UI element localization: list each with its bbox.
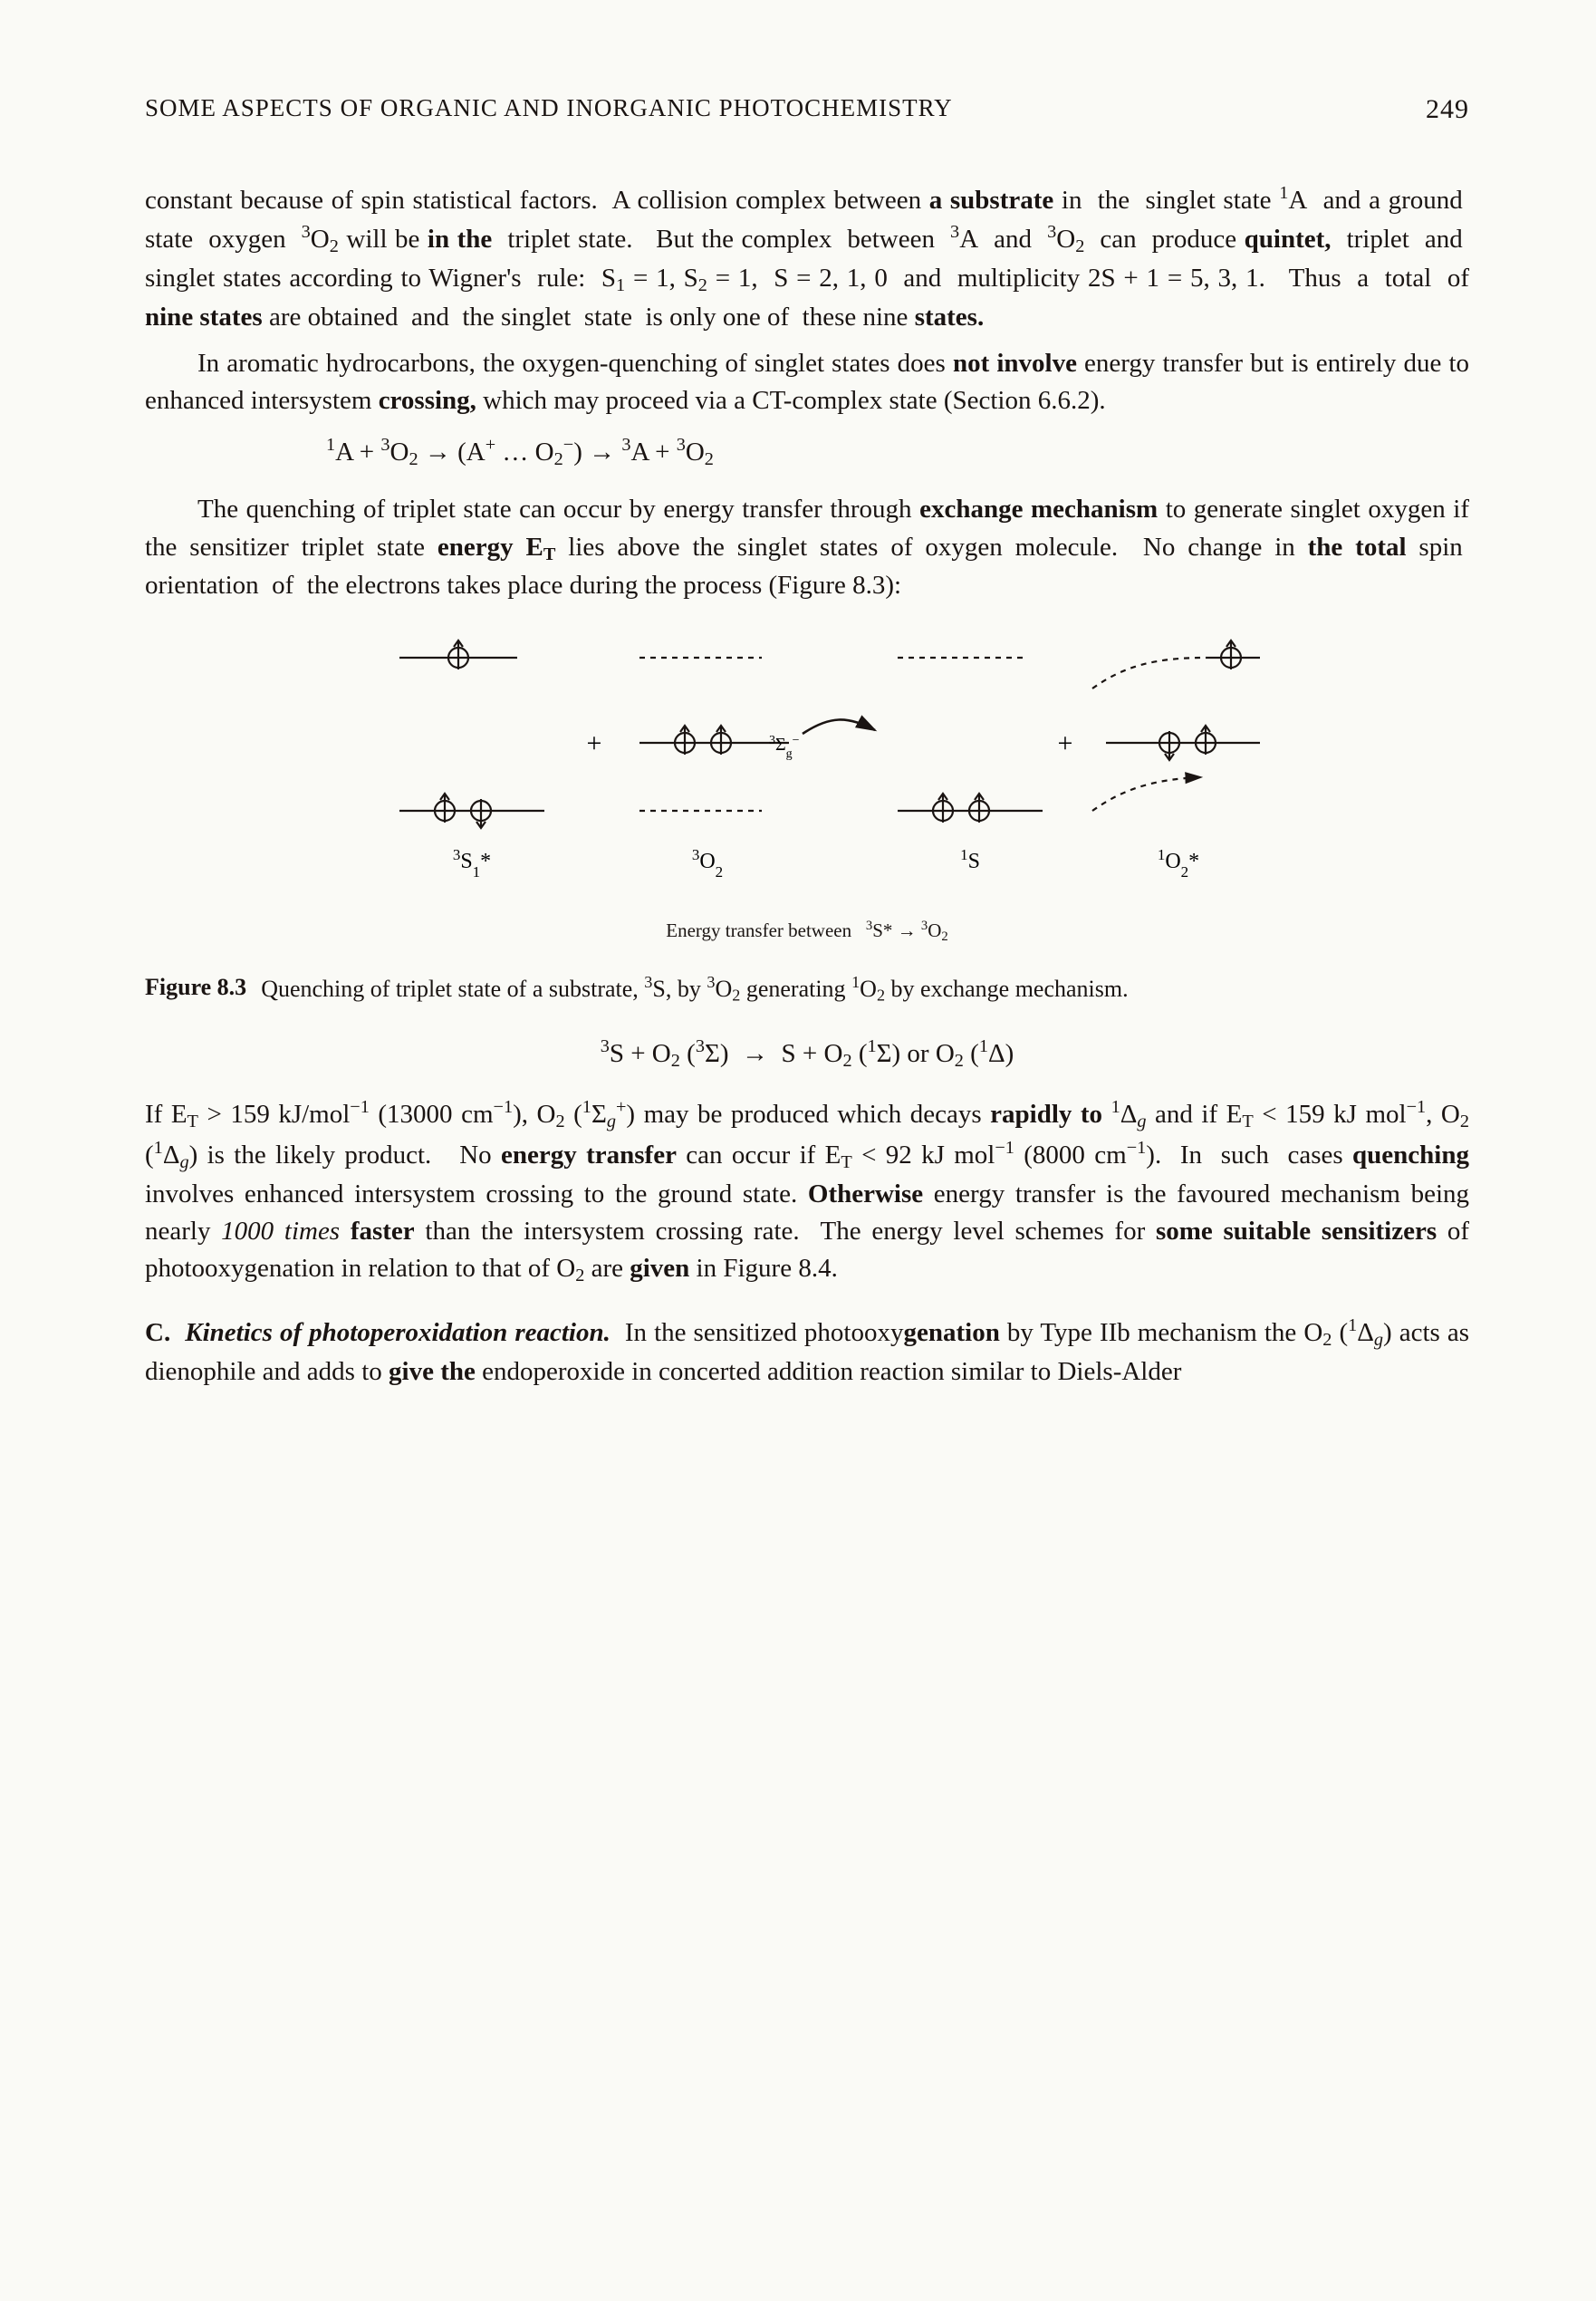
svg-text:+: +: [587, 728, 602, 758]
figure-label: Figure 8.3: [145, 971, 261, 1007]
svg-text:3O2: 3O2: [692, 845, 723, 880]
section-C-title: Kinetics of photoperoxidation reaction.: [185, 1318, 611, 1347]
section-C: C. Kinetics of photoperoxidation reactio…: [145, 1313, 1469, 1391]
page-number: 249: [1426, 91, 1469, 130]
figure-8-3-diagram: 3S1* + 3Σg− 3O2 1S + 1O2*: [336, 625, 1278, 908]
section-C-label: C.: [145, 1318, 170, 1347]
running-header: SOME ASPECTS OF ORGANIC AND INORGANIC PH…: [145, 91, 1469, 130]
equation-ct-complex: 1A + 3O2 → (A+ … O2−) → 3A + 3O2: [326, 432, 1469, 473]
paragraph-3: The quenching of triplet state can occur…: [145, 491, 1469, 604]
equation-energy-transfer: 3S + O2 (3Σ) → S + O2 (1Σ) or O2 (1Δ): [145, 1034, 1469, 1074]
svg-text:3Σg−: 3Σg−: [769, 733, 800, 760]
svg-text:1O2*: 1O2*: [1158, 845, 1199, 880]
running-head-text: SOME ASPECTS OF ORGANIC AND INORGANIC PH…: [145, 91, 953, 130]
orbital-diagram-svg: 3S1* + 3Σg− 3O2 1S + 1O2*: [336, 625, 1278, 897]
paragraph-1: constant because of spin statistical fac…: [145, 180, 1469, 336]
diagram-subcaption: Energy transfer between 3S* → 3O2: [145, 917, 1469, 947]
paragraph-2: In aromatic hydrocarbons, the oxygen-que…: [145, 345, 1469, 419]
figure-8-3-caption: Figure 8.3 Quenching of triplet state of…: [145, 971, 1469, 1007]
paragraph-4: If ET > 159 kJ/mol−1 (13000 cm−1), O2 (1…: [145, 1094, 1469, 1289]
svg-text:1S: 1S: [960, 845, 980, 873]
svg-text:3S1*: 3S1*: [453, 845, 491, 880]
figure-caption-text: Quenching of triplet state of a substrat…: [261, 971, 1128, 1007]
svg-text:+: +: [1058, 728, 1073, 758]
